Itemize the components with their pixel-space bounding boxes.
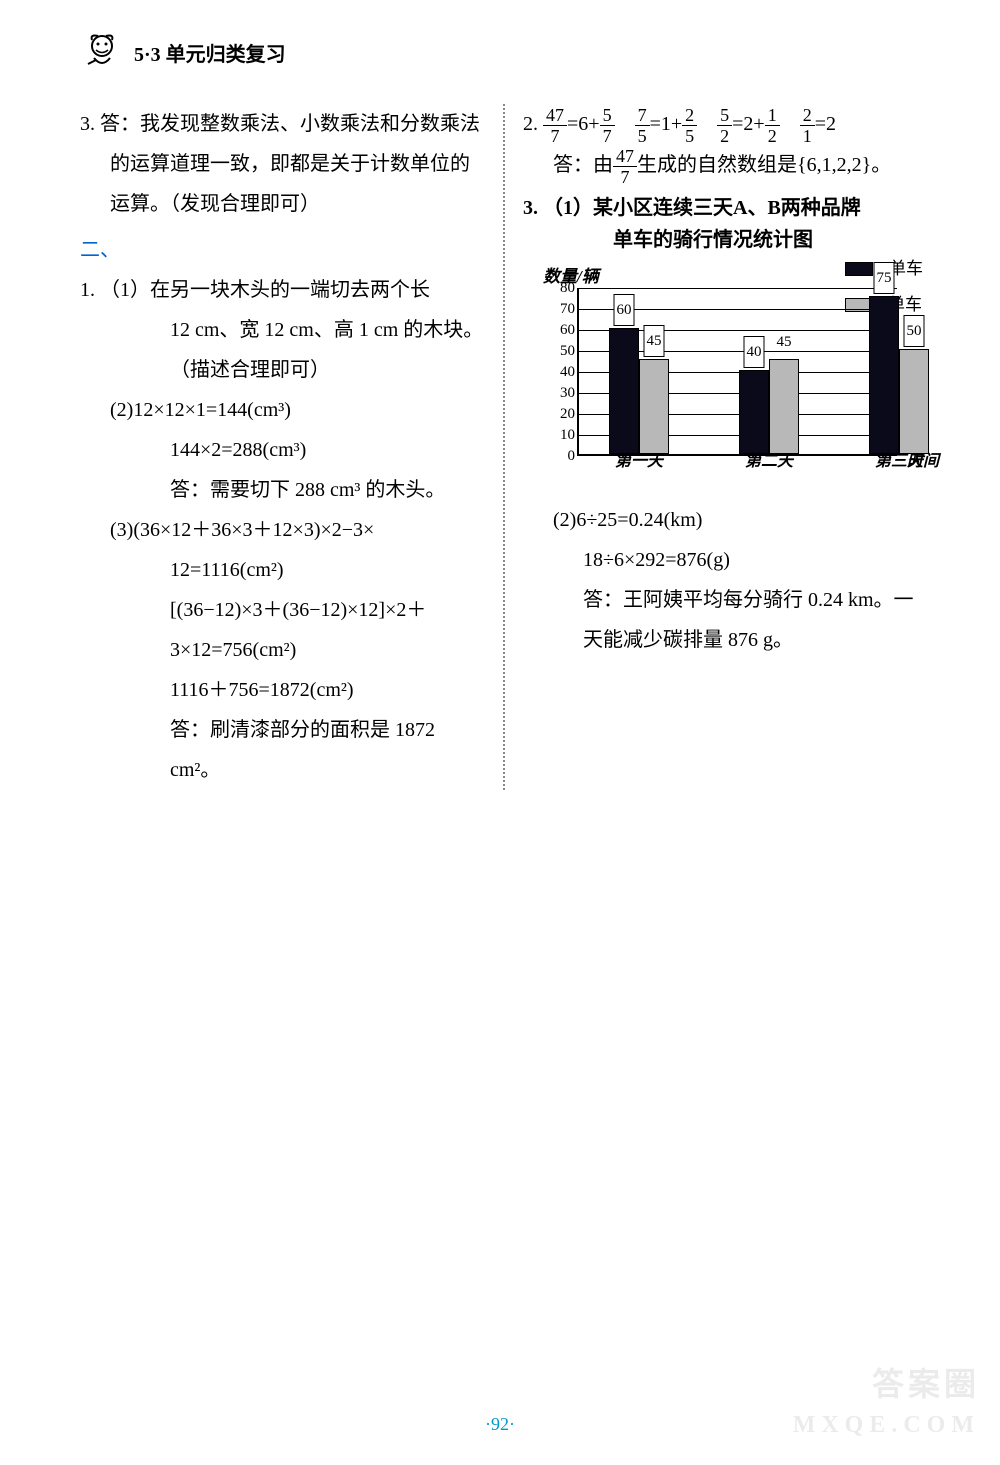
p1-3: (3)(36×12＋36×3＋12×3)×2−3×	[80, 510, 485, 550]
p1-3-l4: 1116＋756=1872(cm²)	[80, 670, 485, 710]
p1-2-l0: 12×12×1=144(cm³)	[133, 399, 291, 421]
r-q3-1-label: （1）	[543, 197, 593, 219]
p1-1-label: （1）	[100, 279, 150, 301]
p1-3-l2: [(36−12)×3＋(36−12)×12]×2＋	[80, 590, 485, 630]
chart-bar	[639, 359, 669, 454]
r-q2-label: 2.	[523, 113, 538, 135]
frac-b2: 25	[682, 106, 697, 145]
chart-bar	[869, 296, 899, 454]
chart-bar-label: 75	[874, 262, 895, 294]
p1-3-l3: 3×12=756(cm²)	[80, 630, 485, 670]
chart-xtick: 第一天	[615, 446, 663, 478]
q3: 3. 答：我发现整数乘法、小数乘法和分数乘法	[80, 104, 485, 144]
chart-bar	[899, 349, 929, 454]
chart-bar-label: 60	[614, 294, 635, 326]
q3-label: 3.	[80, 113, 95, 135]
q3-line0: 答：我发现整数乘法、小数乘法和分数乘法	[100, 113, 480, 135]
p1-2: (2)12×12×1=144(cm³)	[80, 390, 485, 430]
chart-bar-label: 45	[777, 327, 792, 357]
r-q3-2-l1: 18÷6×292=876(g)	[523, 540, 930, 580]
r-q3-2-l0: 6÷25=0.24(km)	[576, 509, 702, 531]
section-2-label: 二、	[80, 230, 485, 270]
chart-bar	[739, 370, 769, 454]
r-q3: 3. （1）某小区连续三天A、B两种品牌	[523, 192, 930, 224]
frac-c2: 12	[765, 106, 780, 145]
chart-ytick: 80	[549, 273, 575, 303]
bar-chart: 数量/辆 A单车 B单车 时间 010203040506070806045第一天…	[543, 260, 923, 490]
watermark-2: MXQE.COM	[793, 1412, 980, 1439]
r-q2: 2. 477=6+57 75=1+25 52=2+12 21=2	[523, 104, 930, 145]
r-q3-2-l2: 答：王阿姨平均每分骑行 0.24 km。一	[523, 580, 930, 620]
r-q3-2-label: (2)	[553, 509, 576, 531]
frac-ans: 477	[613, 147, 637, 186]
p1-2-l2: 答：需要切下 288 cm³ 的木头。	[80, 470, 485, 510]
left-column: 3. 答：我发现整数乘法、小数乘法和分数乘法 的运算道理一致，即都是关于计数单位…	[80, 104, 505, 790]
p1-3-l1: 12=1116(cm²)	[80, 550, 485, 590]
p1-1-l1: 12 cm、宽 12 cm、高 1 cm 的木块。	[80, 310, 485, 350]
chart-title-l1: 某小区连续三天A、B两种品牌	[593, 197, 861, 219]
chart-plot-area: 时间 010203040506070806045第一天4045第二天7550第三…	[577, 288, 897, 456]
frac-b1: 75	[635, 106, 650, 145]
p1-2-l1: 144×2=288(cm³)	[80, 430, 485, 470]
legend-swatch-a	[845, 262, 873, 276]
page-header: 5·3 单元归类复习	[80, 30, 930, 74]
q3-line1: 的运算道理一致，即都是关于计数单位的	[80, 144, 485, 184]
p1-2-label: (2)	[110, 399, 133, 421]
chart-bar-label: 45	[644, 325, 665, 357]
chart-bar-label: 50	[904, 315, 925, 347]
p1-label: 1.	[80, 279, 95, 301]
frac-a1: 477	[543, 106, 567, 145]
chart-bar	[769, 359, 799, 454]
chart-xtick: 第三天	[875, 446, 923, 478]
chart-xtick: 第二天	[745, 446, 793, 478]
right-column: 2. 477=6+57 75=1+25 52=2+12 21=2 答：由477生…	[505, 104, 930, 790]
p1: 1. （1）在另一块木头的一端切去两个长	[80, 270, 485, 310]
chart-bar-label: 40	[744, 336, 765, 368]
watermark-1: 答案圈	[872, 1359, 980, 1405]
p1-1-l0: 在另一块木头的一端切去两个长	[150, 279, 430, 301]
r-q3-label: 3.	[523, 197, 538, 219]
chart-gridline	[579, 288, 897, 289]
frac-c1: 52	[717, 106, 732, 145]
header-title: 5·3 单元归类复习	[134, 38, 286, 67]
frac-a2: 57	[600, 106, 615, 145]
frac-d1: 21	[800, 106, 815, 145]
r-q3-2-l3: 天能减少碳排量 876 g。	[523, 620, 930, 660]
p1-3-label: (3)	[110, 519, 133, 541]
mascot-icon	[80, 30, 124, 74]
p1-3-l0: (36×12＋36×3＋12×3)×2−3×	[133, 519, 374, 541]
q3-line2: 运算。（发现合理即可）	[80, 184, 485, 224]
chart-bar	[609, 328, 639, 454]
p1-3-l5: 答：刷清漆部分的面积是 1872 cm²。	[80, 710, 485, 790]
r-q2-ans: 答：由477生成的自然数组是{6,1,2,2}。	[523, 145, 930, 186]
p1-1-l2: （描述合理即可）	[80, 350, 485, 390]
r-q3-2: (2)6÷25=0.24(km)	[523, 500, 930, 540]
